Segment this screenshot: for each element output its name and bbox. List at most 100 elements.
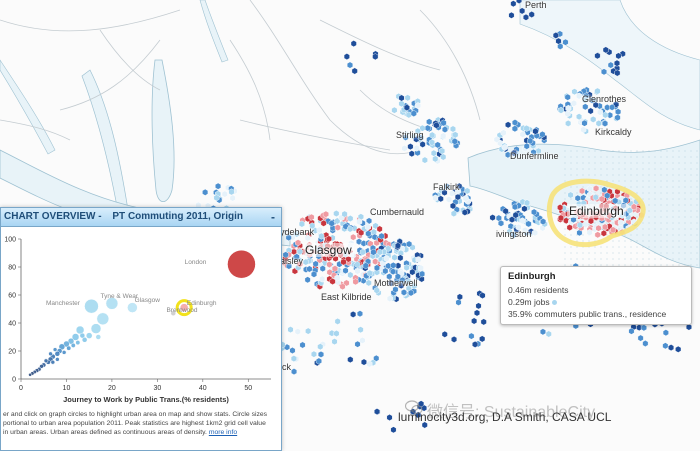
urban-hex [594, 87, 601, 95]
urban-hex [602, 120, 608, 127]
data-point[interactable] [81, 337, 88, 343]
data-point[interactable] [48, 351, 53, 357]
urban-hex [523, 142, 530, 150]
urban-hex [354, 267, 361, 275]
urban-hex [615, 52, 622, 60]
data-point[interactable] [179, 303, 189, 312]
loch-left-water [0, 59, 56, 155]
urban-hex [597, 108, 603, 116]
urban-hex [405, 277, 412, 285]
edinburgh-highlight[interactable] [546, 178, 646, 248]
urban-hex [419, 140, 426, 148]
note-line-1: er and click on graph circles to highlig… [3, 411, 268, 418]
urban-hex [532, 127, 539, 135]
data-point[interactable] [66, 345, 72, 351]
urban-hex [450, 210, 457, 218]
urban-hex [589, 96, 596, 104]
data-point[interactable] [43, 358, 49, 364]
urban-hex [293, 230, 300, 238]
urban-hex [366, 217, 372, 225]
urban-hex [577, 221, 583, 229]
urban-hex [580, 126, 587, 134]
urban-hex [579, 187, 585, 195]
urban-hex [390, 426, 397, 434]
urban-hex [311, 270, 317, 278]
label-cumbernauld: Cumbernauld [370, 207, 425, 217]
urban-hex [474, 309, 480, 317]
data-point[interactable] [75, 340, 81, 346]
urban-hex [522, 226, 528, 234]
x-tick-label: 10 [63, 385, 71, 392]
urban-hex [331, 265, 338, 273]
data-point[interactable] [61, 350, 67, 355]
urban-hex [286, 262, 292, 270]
urban-hex [505, 151, 511, 159]
data-point[interactable] [90, 323, 102, 334]
urban-hex [593, 184, 600, 192]
urban-hex [586, 185, 593, 193]
note-line-2: portional to urban area population 2011.… [3, 420, 266, 427]
data-point[interactable] [70, 342, 76, 348]
urban-hex [296, 260, 303, 268]
urban-hex [607, 61, 614, 69]
urban-hex [574, 194, 581, 202]
urban-hex [304, 234, 311, 242]
urban-hex [411, 282, 418, 290]
urban-hex [333, 330, 340, 337]
urban-hex [617, 219, 624, 227]
urban-hex [614, 114, 621, 122]
urban-hex [398, 282, 405, 290]
urban-hex [662, 342, 669, 350]
data-point[interactable] [227, 249, 256, 279]
urban-hex [456, 293, 463, 301]
urban-hex [521, 205, 528, 213]
urban-hex [354, 261, 361, 268]
data-point[interactable] [28, 372, 32, 377]
urban-hex [539, 130, 546, 138]
x-tick-label: 0 [19, 385, 23, 392]
data-point[interactable] [85, 332, 93, 339]
urban-hex [581, 119, 588, 127]
urban-hex [592, 193, 599, 201]
urban-hex [614, 69, 621, 77]
urban-hex [519, 7, 526, 15]
point-label: London [185, 259, 207, 266]
data-point[interactable] [170, 310, 177, 316]
data-point[interactable] [55, 357, 60, 362]
urban-hex [432, 155, 439, 163]
data-point[interactable] [75, 325, 85, 335]
data-point[interactable] [95, 334, 102, 340]
urban-hex [592, 101, 599, 109]
urban-hex [308, 213, 315, 221]
urban-hex [289, 347, 296, 354]
urban-hex [637, 334, 644, 342]
label-east-kilbride: East Kilbride [321, 292, 372, 302]
data-point[interactable] [50, 359, 56, 365]
urban-hex [446, 196, 452, 203]
y-tick-label: 80 [8, 265, 16, 272]
urban-hex [347, 215, 354, 222]
data-point[interactable] [84, 298, 99, 314]
data-point[interactable] [79, 332, 86, 339]
urban-hex [564, 93, 571, 101]
urban-hex [545, 330, 552, 338]
data-point[interactable] [105, 297, 119, 310]
data-point[interactable] [71, 333, 80, 341]
data-point[interactable] [127, 302, 138, 313]
chart-overview-panel: CHART OVERVIEW - PT Commuting 2011, Orig… [0, 207, 282, 451]
urban-hex [376, 225, 383, 233]
scatter-chart[interactable]: 0 10 20 30 40 50 0 20 40 60 80 100 Journey to Work b… [1, 227, 279, 409]
data-point[interactable] [96, 312, 110, 326]
urban-hex [564, 110, 571, 118]
urban-hex [347, 271, 354, 279]
urban-hex [401, 144, 408, 152]
urban-hex [295, 239, 301, 247]
data-point[interactable] [54, 351, 61, 357]
urban-hex [334, 317, 341, 325]
label-edinburgh: Edinburgh [567, 204, 626, 218]
collapse-button[interactable]: - [271, 210, 275, 224]
urban-hex [582, 221, 589, 228]
panel-header[interactable]: CHART OVERVIEW - PT Commuting 2011, Orig… [1, 208, 281, 227]
more-info-link[interactable]: more info [208, 429, 238, 436]
data-point[interactable] [52, 347, 58, 352]
